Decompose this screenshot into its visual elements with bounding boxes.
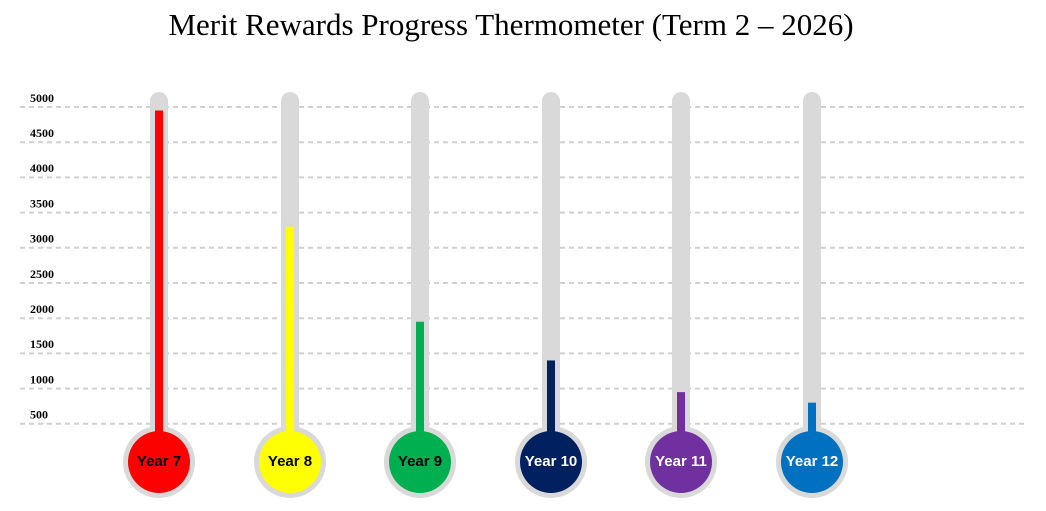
category-label: Year 7 (137, 453, 181, 470)
y-tick-label: 1500 (30, 337, 54, 351)
bulb (781, 431, 843, 493)
category-label: Year 8 (268, 453, 312, 470)
category-label: Year 10 (525, 453, 578, 470)
y-tick-label: 4500 (30, 126, 54, 140)
y-tick-label: 500 (30, 408, 48, 422)
mercury (416, 321, 424, 462)
tube (542, 92, 560, 472)
tube (411, 92, 429, 472)
y-tick-label: 2500 (30, 267, 54, 281)
category-label: Year 12 (786, 453, 839, 470)
bulb (650, 431, 712, 493)
y-tick-label: 1000 (30, 372, 54, 386)
bulb (128, 431, 190, 493)
y-tick-label: 4000 (30, 161, 54, 175)
mercury (155, 110, 163, 463)
chart-title: Merit Rewards Progress Thermometer (Term… (168, 7, 853, 42)
category-label: Year 9 (398, 453, 442, 470)
tube (672, 92, 690, 472)
bulb (259, 431, 321, 493)
y-tick-label: 2000 (30, 302, 54, 316)
y-tick-label: 5000 (30, 91, 54, 105)
mercury (677, 392, 685, 462)
mercury (286, 226, 294, 462)
y-tick-label: 3000 (30, 232, 54, 246)
category-label: Year 11 (655, 453, 707, 470)
tube (803, 92, 821, 472)
bulb (520, 431, 582, 493)
mercury (547, 360, 555, 462)
bulb (389, 431, 451, 493)
y-tick-label: 3500 (30, 196, 54, 210)
